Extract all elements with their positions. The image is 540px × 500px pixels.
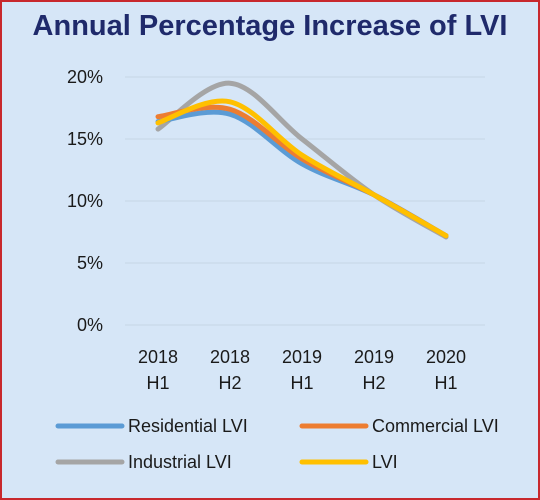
y-tick-label: 10%: [67, 191, 103, 211]
legend: Residential LVI Commercial LVI Industrial …: [55, 416, 499, 472]
legend-item: Residential LVI: [55, 416, 248, 436]
x-tick-label: 2018 H1: [138, 347, 178, 393]
legend-label: LVI: [372, 452, 398, 472]
y-tick-label: 15%: [67, 129, 103, 149]
series-line-residential-lvi: [155, 109, 449, 239]
series-line-commercial-lvi: [155, 104, 449, 239]
gridlines: [125, 76, 485, 326]
x-axis: 2018 H1 2018 H2 2019 H1 2019 H2 2020 H1: [138, 347, 466, 393]
legend-label: Industrial LVI: [128, 452, 232, 472]
series-lines: [155, 80, 449, 240]
legend-item: Industrial LVI: [55, 452, 232, 472]
legend-item: Commercial LVI: [299, 416, 499, 436]
legend-item: LVI: [299, 452, 398, 472]
series-line-lvi: [155, 98, 449, 239]
y-axis: 0% 5% 10% 15% 20%: [67, 67, 103, 335]
y-tick-label: 0%: [77, 315, 103, 335]
x-tick-label: 2018 H2: [210, 347, 250, 393]
x-tick-label: 2020 H1: [426, 347, 466, 393]
chart-title: Annual Percentage Increase of LVI: [32, 10, 508, 42]
x-tick-label: 2019 H2: [354, 347, 394, 393]
x-tick-label: 2019 H1: [282, 347, 322, 393]
y-tick-label: 20%: [67, 67, 103, 87]
legend-label: Commercial LVI: [372, 416, 499, 436]
y-tick-label: 5%: [77, 253, 103, 273]
legend-label: Residential LVI: [128, 416, 248, 436]
